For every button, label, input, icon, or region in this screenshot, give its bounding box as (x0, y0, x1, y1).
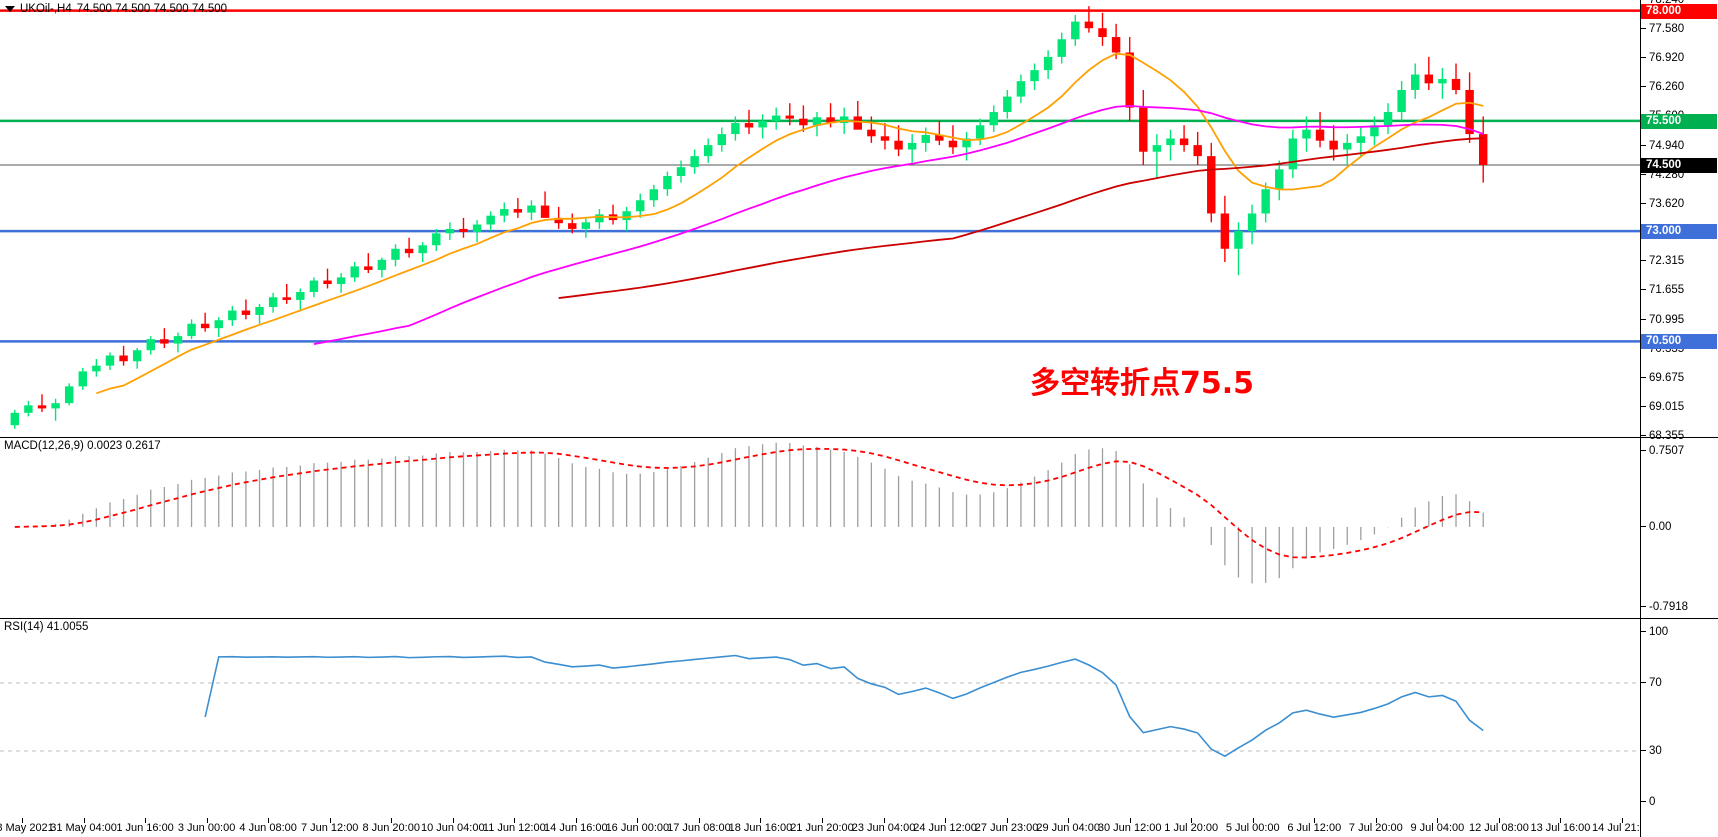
time-axis-tick (575, 818, 577, 823)
axis-separator (1640, 0, 1641, 837)
time-axis-label: 11 Jun 12:00 (482, 822, 546, 834)
price-axis-tick: 77.580 (1640, 23, 1684, 35)
rsi-pane-divider (0, 618, 1640, 619)
time-axis-label: 7 Jul 20:00 (1348, 822, 1403, 834)
time-axis-label: 23 Jun 04:00 (851, 822, 916, 834)
time-axis-tick (83, 818, 85, 823)
price-axis-tick: 68.355 (1640, 430, 1684, 442)
time-axis-label: 12 Jul 08:00 (1468, 822, 1529, 834)
time-axis-tick (1622, 818, 1623, 823)
price-level-74-5-tag[interactable]: 74.500 (1641, 157, 1717, 173)
time-axis-label: 3 Jun 00:00 (177, 822, 236, 834)
time-axis-label: 9 Jul 04:00 (1410, 822, 1465, 834)
time-axis-label: 1 Jun 16:00 (116, 822, 174, 834)
price-axis[interactable]: 78.24077.58076.92076.26075.60074.94074.2… (1640, 0, 1718, 837)
time-axis-label: 14 Jul 21:15 (1592, 822, 1652, 834)
macd-axis-tick: 0.7507 (1640, 445, 1684, 457)
time-axis-tick (1129, 818, 1131, 823)
rsi-axis-tick: 0 (1640, 796, 1655, 808)
rsi-axis-tick: 100 (1640, 626, 1668, 638)
chart-header: UKOil-,H4 74.500 74.500 74.500 74.500 (0, 2, 227, 16)
price-axis-tick: 70.995 (1640, 314, 1684, 326)
price-axis-tick: 76.260 (1640, 81, 1684, 93)
chart-ohlc-values: 74.500 74.500 74.500 74.500 (76, 3, 228, 15)
price-axis-tick: 69.015 (1640, 401, 1684, 413)
time-axis-tick (1252, 818, 1254, 823)
time-axis-tick (452, 818, 454, 823)
macd-indicator-label: MACD(12,26,9) 0.0023 0.2617 (4, 440, 161, 452)
price-chart-pane[interactable] (0, 0, 1640, 436)
time-axis-label: 29 Jun 04:00 (1036, 822, 1100, 834)
time-axis-tick (329, 818, 331, 823)
rsi-axis-tick: 70 (1640, 677, 1662, 689)
macd-pane[interactable] (0, 437, 1640, 617)
time-axis-tick (206, 818, 208, 823)
price-axis-tick: 69.675 (1640, 372, 1684, 384)
time-axis-label: 1 Jul 20:00 (1164, 822, 1219, 834)
price-level-78-tag[interactable]: 78.000 (1641, 3, 1717, 19)
time-axis-label: 10 Jun 04:00 (420, 822, 485, 834)
axis-pane-divider (1640, 437, 1718, 438)
time-axis-label: 7 Jun 12:00 (300, 822, 359, 834)
time-axis-label: 13 Jul 16:00 (1530, 822, 1591, 834)
time-axis-tick (22, 818, 23, 823)
time-axis-tick (945, 818, 947, 823)
price-axis-tick: 73.620 (1640, 198, 1684, 210)
time-axis-tick (1375, 818, 1377, 823)
time-axis-label: 14 Jun 16:00 (544, 822, 608, 834)
price-axis-tick: 76.920 (1640, 52, 1684, 64)
rsi-plot (0, 654, 1640, 758)
time-axis-tick (145, 818, 147, 823)
time-axis-label: 4 Jun 08:00 (239, 822, 297, 834)
time-axis-tick (1314, 818, 1316, 823)
macd-axis-tick: -0.7918 (1640, 601, 1688, 613)
price-axis-tick: 78.240 (1640, 0, 1684, 6)
time-axis-tick (698, 818, 700, 823)
time-axis-tick (1068, 818, 1070, 823)
price-level-70-5-tag[interactable]: 70.500 (1641, 334, 1717, 350)
time-axis-label: 18 Jun 16:00 (728, 822, 793, 834)
time-axis-label: 8 Jun 20:00 (362, 822, 420, 834)
price-axis-tick: 74.940 (1640, 140, 1684, 152)
time-axis-label: 30 Jun 12:00 (1097, 822, 1162, 834)
time-axis-tick (760, 818, 762, 823)
time-axis-label: 24 Jun 12:00 (913, 822, 977, 834)
time-axis-label: 16 Jun 00:00 (605, 822, 670, 834)
time-axis-tick (268, 818, 270, 823)
macd-plot (14, 442, 1484, 584)
price-axis-tick: 71.655 (1640, 284, 1684, 296)
rsi-indicator-label: RSI(14) 41.0055 (4, 621, 89, 633)
time-axis-label: 31 May 04:00 (50, 822, 117, 834)
price-plot (0, 6, 1640, 429)
chart-symbol-timeframe: UKOil-,H4 (20, 3, 72, 15)
time-axis-label: 27 Jun 23:00 (974, 822, 1039, 834)
time-axis-tick (637, 818, 639, 823)
rsi-pane[interactable] (0, 618, 1640, 818)
time-axis-label: 5 Jul 00:00 (1225, 822, 1280, 834)
price-level-75-5-tag[interactable]: 75.500 (1641, 113, 1717, 129)
time-axis-label: 17 Jun 08:00 (667, 822, 731, 834)
time-axis-label: 21 Jun 20:00 (790, 822, 854, 834)
time-axis-tick (514, 818, 516, 823)
time-axis-tick (1560, 818, 1562, 823)
time-axis-tick (391, 818, 393, 823)
rsi-axis-tick: 30 (1640, 745, 1662, 757)
price-axis-tick: 72.315 (1640, 255, 1684, 267)
caret-down-icon[interactable] (5, 6, 15, 12)
macd-axis-tick: 0.00 (1640, 521, 1671, 533)
time-axis-tick (1006, 818, 1008, 823)
time-axis-tick (1191, 818, 1193, 823)
macd-pane-divider (0, 437, 1640, 438)
chart-annotation: 多空转折点75.5 (1030, 366, 1255, 401)
time-axis-label: 28 May 2021 (0, 822, 54, 834)
time-axis-label: 6 Jul 12:00 (1287, 822, 1342, 834)
axis-pane-divider (1640, 618, 1718, 619)
time-axis-tick (1498, 818, 1500, 823)
time-axis-tick (822, 818, 823, 823)
time-axis-tick (883, 818, 885, 823)
price-level-73-tag[interactable]: 73.000 (1641, 224, 1717, 240)
time-axis-tick (1437, 818, 1439, 823)
